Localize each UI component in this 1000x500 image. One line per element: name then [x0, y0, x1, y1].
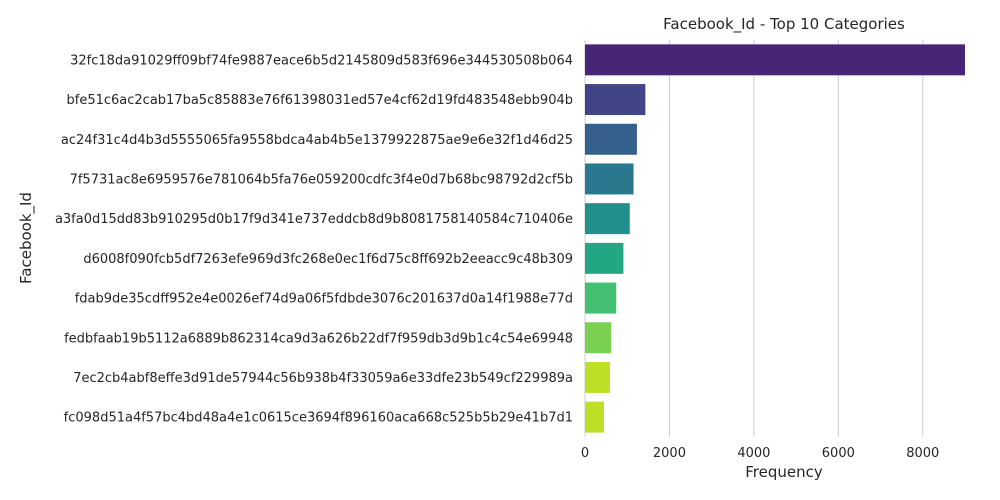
category-label-7: fdab9de35cdff952e4e0026ef74d9a06f5fdbde3… [75, 292, 573, 307]
x-tick-label-2: 4000 [737, 446, 770, 461]
bar-6 [585, 242, 624, 274]
category-labels: 32fc18da91029ff09bf74fe9887eace6b5d21458… [55, 53, 573, 425]
category-label-4: 7f5731ac8e6959576e781064b5fa76e059200cdf… [70, 172, 573, 187]
x-tick-label-0: 0 [581, 446, 589, 461]
chart-title: Facebook_Id - Top 10 Categories [663, 15, 905, 34]
category-label-10: fc098d51a4f57bc4bd48a4e1c0615ce3694f8961… [64, 411, 573, 426]
y-axis-label: Facebook_Id [17, 192, 36, 284]
bars [585, 44, 965, 433]
x-tick-label-3: 6000 [822, 446, 855, 461]
bar-8 [585, 322, 612, 354]
x-axis-label: Frequency [745, 463, 823, 481]
bar-3 [585, 123, 637, 155]
category-label-1: 32fc18da91029ff09bf74fe9887eace6b5d21458… [70, 53, 573, 68]
bar-5 [585, 203, 630, 235]
category-label-9: 7ec2cb4abf8effe3d91de57944c56b938b4f3305… [73, 371, 573, 386]
category-label-8: fedbfaab19b5112a6889b862314ca9d3a626b22d… [64, 331, 573, 346]
category-label-5: a3fa0d15dd83b910295d0b17f9d341e737eddcb8… [55, 212, 573, 227]
bar-10 [585, 401, 604, 433]
category-label-3: ac24f31c4d4b3d5555065fa9558bdca4ab4b5e13… [61, 133, 573, 148]
bar-4 [585, 163, 634, 195]
x-tick-label-1: 2000 [653, 446, 686, 461]
bar-7 [585, 282, 617, 314]
category-label-6: d6008f090fcb5df7263efe969d3fc268e0ec1f6d… [83, 252, 573, 267]
category-label-2: bfe51c6ac2cab17ba5c85883e76f61398031ed57… [67, 93, 574, 108]
x-tick-label-4: 8000 [906, 446, 939, 461]
bar-9 [585, 361, 610, 393]
x-tick-labels: 0 2000 4000 6000 8000 [581, 446, 939, 461]
bar-1 [585, 44, 965, 76]
bar-2 [585, 84, 646, 116]
